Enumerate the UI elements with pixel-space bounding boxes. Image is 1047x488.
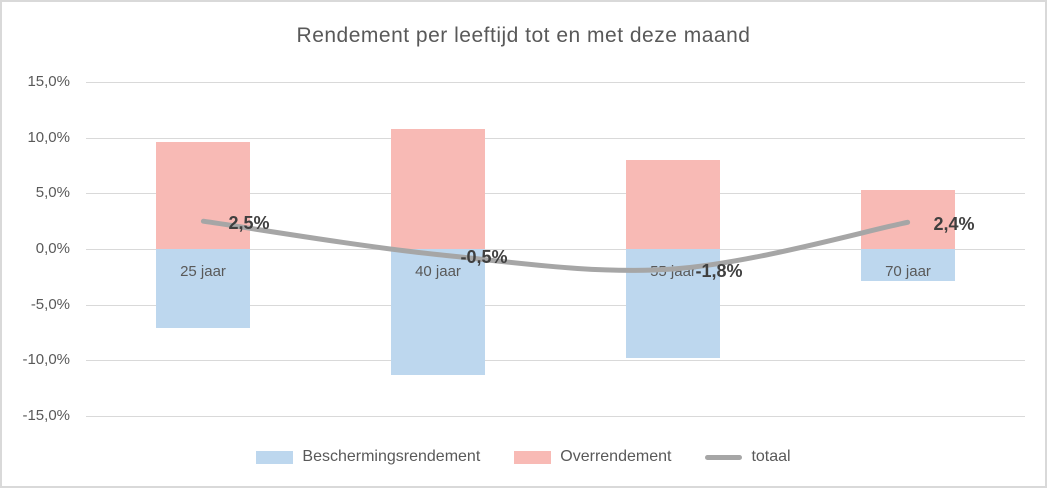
gridline: [86, 416, 1025, 417]
legend-swatch-totaal: [705, 454, 743, 460]
y-axis-tick-label: -5,0%: [30, 295, 70, 313]
gridline: [86, 193, 1025, 194]
y-axis-tick-label: 10,0%: [27, 128, 70, 146]
bar-overrendement-55-jaar: [626, 160, 720, 249]
legend-item-overrendement: Overrendement: [514, 448, 671, 466]
y-axis-tick-label: -10,0%: [22, 351, 70, 369]
legend-swatch-overrendement: [514, 450, 552, 464]
legend-label: totaal: [751, 448, 791, 465]
category-label: 70 jaar: [885, 263, 931, 280]
line-data-label: 2,5%: [228, 213, 270, 233]
chart-title: Rendement per leeftijd tot en met deze m…: [296, 24, 751, 47]
totaal-line: [200, 218, 911, 273]
line-data-label: -1,8%: [695, 261, 743, 281]
y-axis-tick-label: 0,0%: [35, 240, 70, 257]
legend: Beschermingsrendement Overrendement totaal: [2, 446, 1045, 468]
gridline: [86, 138, 1025, 139]
y-axis-tick-label: 5,0%: [35, 184, 70, 202]
legend-label: Overrendement: [560, 448, 672, 465]
y-axis-tick-label: -15,0%: [22, 407, 70, 424]
y-axis-tick-label: 15,0%: [27, 73, 70, 90]
gridline: [86, 305, 1025, 306]
category-label: 25 jaar: [180, 263, 226, 280]
line-data-label: -0,5%: [460, 247, 508, 267]
legend-label: Beschermingsrendement: [302, 448, 481, 465]
gridline: [86, 360, 1025, 361]
legend-item-totaal: totaal: [705, 448, 791, 466]
line-data-label: 2,4%: [933, 214, 975, 234]
legend-item-beschermingsrendement: Beschermingsrendement: [256, 448, 480, 466]
bar-overrendement-40-jaar: [391, 129, 485, 249]
bar-beschermingsrendement-25-jaar: [156, 249, 250, 328]
legend-swatch-beschermingsrendement: [256, 450, 294, 464]
gridline: [86, 82, 1025, 83]
